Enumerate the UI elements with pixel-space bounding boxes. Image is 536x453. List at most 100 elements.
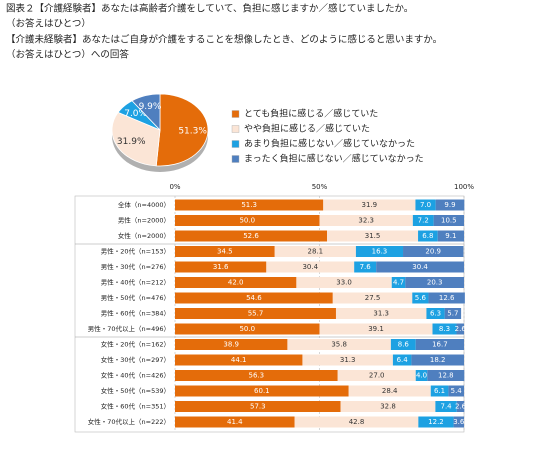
category-label: 女性・20代（n=162） <box>101 340 170 349</box>
pie-slice <box>155 93 209 167</box>
bar-value-label: 57.3 <box>250 403 266 411</box>
bar-segment <box>294 416 419 428</box>
bar-value-label: 50.0 <box>239 325 255 333</box>
category-label: 女性・30代（n=297） <box>101 355 170 364</box>
bar-segment <box>433 215 464 226</box>
category-label: 男性・60代（n=384） <box>101 309 170 318</box>
bar-value-label: 8.3 <box>439 325 450 333</box>
bar-value-label: 31.9 <box>362 201 378 209</box>
bar-segment <box>175 323 320 335</box>
bar-segment <box>403 246 464 257</box>
bar-segment <box>319 323 433 335</box>
bar-segment <box>332 292 413 304</box>
bar-segment <box>435 199 465 211</box>
bar-segment <box>453 416 464 428</box>
bar-value-label: 28.1 <box>308 248 324 256</box>
category-label: 全体（n=4000） <box>118 200 170 209</box>
bar-value-label: 50.0 <box>239 217 255 225</box>
bar-value-label: 9.9 <box>444 201 455 209</box>
bar-segment <box>302 354 393 366</box>
category-label: 男性（n=2000） <box>118 216 170 225</box>
bar-segment <box>323 199 416 211</box>
bar-value-label: 54.6 <box>246 294 262 302</box>
bar-value-label: 39.1 <box>368 325 384 333</box>
bar-value-label: 31.6 <box>213 263 229 271</box>
bar-value-label: 7.4 <box>441 403 453 411</box>
bar-value-label: 41.4 <box>227 418 243 426</box>
x-tick-label: 100% <box>454 183 474 191</box>
bar-value-label: 9.1 <box>445 232 456 240</box>
bar-value-label: 5.4 <box>451 387 463 395</box>
pie-label: 7.0% <box>124 109 147 119</box>
title-line: 図表２【介護経験者】あなたは高齢者介護をしていて、負担に感じますか／感じていまし… <box>6 3 413 15</box>
bar-segment <box>175 354 303 366</box>
bar-segment <box>175 261 267 273</box>
bar-value-label: 31.3 <box>373 310 389 318</box>
bar-segment <box>432 323 457 335</box>
pie-slice <box>111 111 161 167</box>
bar-value-label: 5.7 <box>447 310 458 318</box>
bar-segment <box>411 354 464 366</box>
bar-value-label: 42.0 <box>228 279 244 287</box>
bar-value-label: 18.2 <box>430 356 446 364</box>
bar-value-label: 2.6 <box>455 325 467 333</box>
bar-value-label: 32.8 <box>380 403 396 411</box>
bar-segment <box>266 261 355 273</box>
bar-value-label: 27.5 <box>365 294 381 302</box>
bar-segment <box>456 401 465 412</box>
bar-segment <box>415 339 464 350</box>
bar-segment <box>175 230 328 242</box>
bar-segment <box>415 370 428 381</box>
bar-segment <box>412 292 429 304</box>
bar-segment <box>448 385 464 397</box>
legend-label: とても負担に感じる／感じていた <box>244 108 378 120</box>
bar-segment <box>456 323 464 335</box>
bar-value-label: 30.4 <box>302 263 318 271</box>
legend-swatch <box>231 140 240 148</box>
pie-label: 31.9% <box>117 137 146 147</box>
bar-value-label: 2.6 <box>455 403 467 411</box>
bar-segment <box>391 277 406 288</box>
category-label: 男性・20代（n=153） <box>101 247 170 256</box>
bar-segment <box>392 354 412 366</box>
bar-segment <box>418 416 454 428</box>
title-line: （お答えはひとつ） <box>6 18 91 30</box>
category-label: 女性・60代（n=351） <box>101 402 170 411</box>
bar-segment <box>287 339 391 350</box>
bar-segment <box>175 416 295 428</box>
bar-value-label: 16.3 <box>372 248 388 256</box>
bar-segment <box>335 308 427 319</box>
bar-value-label: 3.6 <box>453 418 465 426</box>
bar-segment <box>437 230 464 242</box>
bar-value-label: 6.4 <box>397 356 409 364</box>
legend-label: まったく負担に感じない／感じていなかった <box>244 153 424 165</box>
bar-value-label: 27.0 <box>369 372 385 380</box>
category-label: 男性・70代以上（n=496） <box>88 324 170 333</box>
bar-value-label: 33.0 <box>336 279 352 287</box>
legend: とても負担に感じる／感じていたやや負担に感じる／感じていたあまり負担に感じない／… <box>231 108 424 165</box>
bar-value-label: 35.8 <box>331 341 347 349</box>
bar-segment <box>430 385 449 397</box>
pie-label: 51.3% <box>178 126 207 136</box>
bar-value-label: 5.6 <box>415 294 427 302</box>
pie-chart: 51.3% 31.9% 7.0%9.9% <box>111 93 209 167</box>
bar-segment <box>175 339 288 350</box>
bar-segment <box>354 261 377 273</box>
bar-value-label: 28.4 <box>382 387 398 395</box>
bar-value-label: 12.8 <box>438 372 454 380</box>
category-label: 男性・50代（n=476） <box>101 293 170 302</box>
bar-value-label: 38.9 <box>223 341 239 349</box>
bar-segment <box>175 292 333 304</box>
legend-swatch <box>231 125 240 133</box>
x-tick-label: 50% <box>312 183 328 191</box>
bar-value-label: 7.0 <box>420 201 431 209</box>
bar-segment <box>175 308 336 319</box>
legend-swatch <box>231 110 240 118</box>
bar-segment <box>348 385 431 397</box>
x-tick-label: 0% <box>169 183 180 191</box>
category-label: 女性・50代（n=539） <box>101 386 170 395</box>
bar-value-label: 4.7 <box>393 279 404 287</box>
pie-label: 9.9% <box>139 102 162 112</box>
